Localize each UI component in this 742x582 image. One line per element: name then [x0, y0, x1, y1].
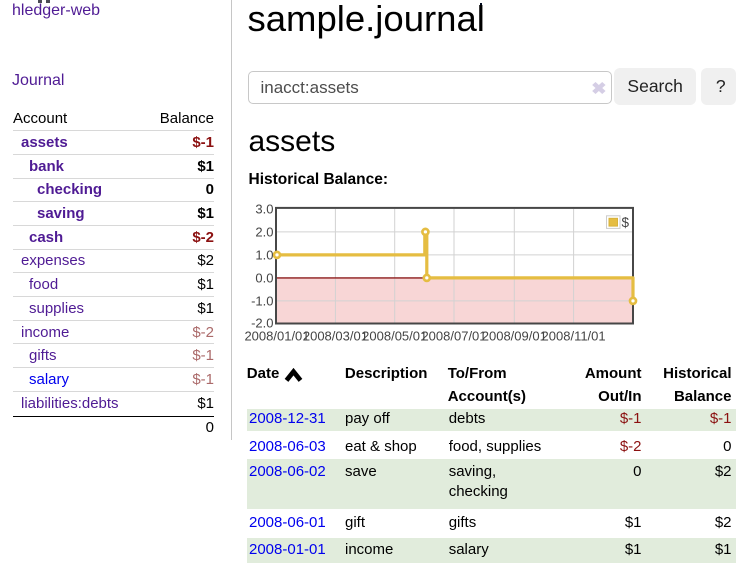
svg-text:$: $ [622, 215, 630, 230]
svg-text:2008/07/01: 2008/07/01 [421, 329, 486, 344]
svg-text:2008/05/01: 2008/05/01 [362, 329, 427, 344]
svg-text:-1.0: -1.0 [251, 293, 273, 308]
svg-text:2008/01/01: 2008/01/01 [244, 329, 309, 344]
svg-text:1.0: 1.0 [255, 247, 273, 262]
svg-text:-2.0: -2.0 [251, 315, 273, 330]
svg-text:2008/03/01: 2008/03/01 [303, 329, 368, 344]
svg-text:2008/11/01: 2008/11/01 [542, 329, 606, 344]
svg-text:0.0: 0.0 [255, 270, 273, 285]
svg-text:2008/09/01: 2008/09/01 [482, 329, 547, 344]
svg-text:2.0: 2.0 [255, 224, 273, 239]
svg-text:3.0: 3.0 [255, 201, 273, 216]
